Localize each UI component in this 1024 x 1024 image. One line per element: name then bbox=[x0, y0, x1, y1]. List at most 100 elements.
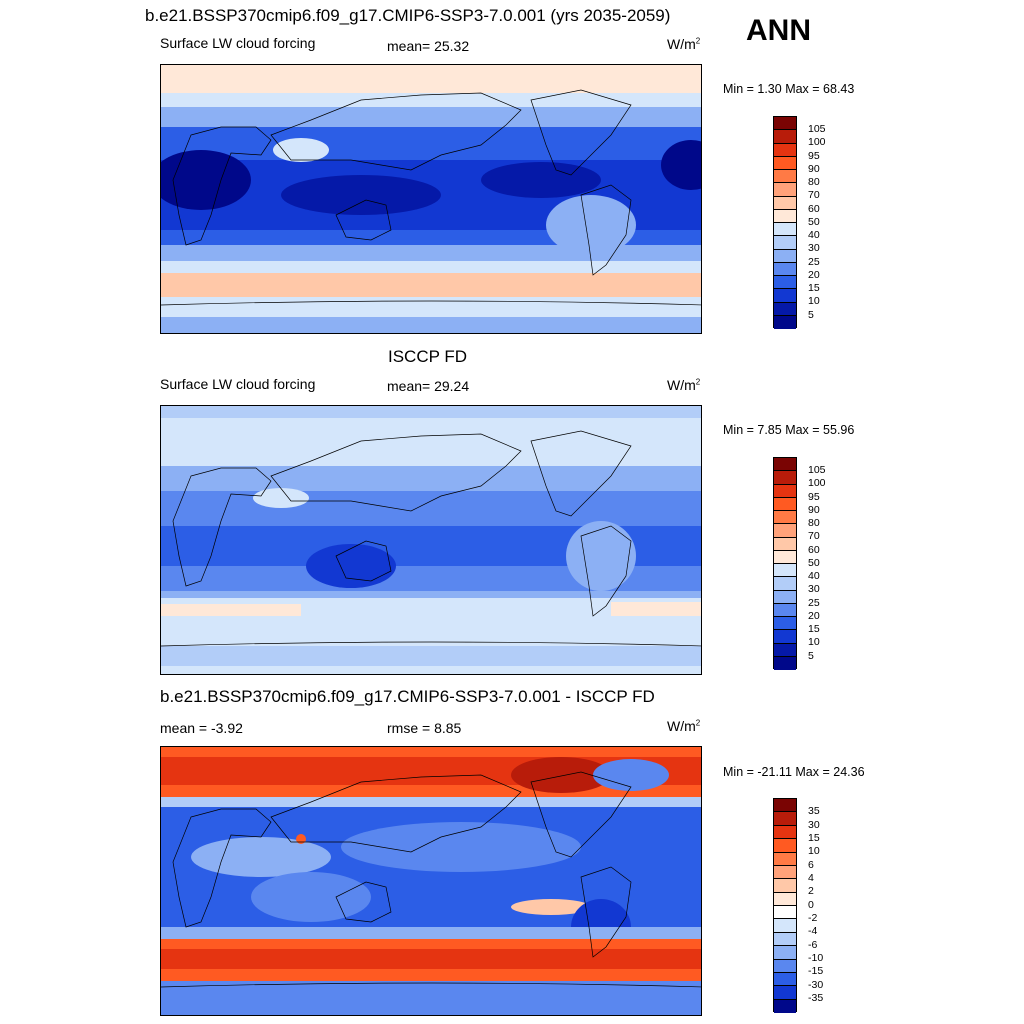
cbar-swatch bbox=[774, 315, 796, 329]
cbar-swatch bbox=[774, 906, 796, 920]
panel3-map-svg bbox=[161, 747, 701, 1015]
panel2-map bbox=[160, 405, 702, 675]
panel1-cbar-label: 40 bbox=[808, 229, 820, 241]
cbar-swatch bbox=[774, 799, 796, 813]
cbar-swatch bbox=[774, 617, 796, 631]
panel1-cbar-label: 15 bbox=[808, 282, 820, 294]
panel3-cbar-label: 6 bbox=[808, 859, 814, 871]
cbar-swatch bbox=[774, 511, 796, 525]
cbar-swatch bbox=[774, 497, 796, 511]
cbar-swatch bbox=[774, 537, 796, 551]
cbar-swatch bbox=[774, 471, 796, 485]
panel2-variable-label: Surface LW cloud forcing bbox=[160, 376, 316, 392]
cbar-swatch bbox=[774, 196, 796, 210]
cbar-swatch bbox=[774, 946, 796, 960]
panel2-minmax: Min = 7.85 Max = 55.96 bbox=[723, 423, 855, 437]
panel2-cbar-label: 10 bbox=[808, 636, 820, 648]
panel3-colorbar bbox=[773, 798, 797, 1013]
cbar-swatch bbox=[774, 524, 796, 538]
panel1-cbar-label: 25 bbox=[808, 256, 820, 268]
panel1-cbar-label: 105 bbox=[808, 123, 826, 135]
panel3-minmax: Min = -21.11 Max = 24.36 bbox=[723, 765, 865, 779]
panel2-title: ISCCP FD bbox=[388, 347, 468, 366]
panel3-cbar-label: -4 bbox=[808, 925, 818, 937]
cbar-swatch bbox=[774, 156, 796, 170]
panel1-cbar-label: 60 bbox=[808, 203, 820, 215]
panel2-units: W/m2 bbox=[667, 377, 701, 393]
panel1-colorbar bbox=[773, 116, 797, 329]
cbar-swatch bbox=[774, 919, 796, 933]
cbar-swatch bbox=[774, 865, 796, 880]
cbar-swatch bbox=[774, 262, 796, 276]
panel2-cbar-label: 50 bbox=[808, 557, 820, 569]
panel1-cbar-label: 100 bbox=[808, 136, 826, 148]
cbar-swatch bbox=[774, 550, 796, 564]
cbar-swatch bbox=[774, 302, 796, 316]
panel3-cbar-label: -15 bbox=[808, 965, 824, 977]
cbar-swatch bbox=[774, 812, 796, 826]
cbar-swatch bbox=[774, 276, 796, 290]
panel1-mean: mean= 25.32 bbox=[387, 38, 470, 54]
panel1-cbar-label: 50 bbox=[808, 216, 820, 228]
panel3-cbar-label: 10 bbox=[808, 845, 820, 857]
panel2-cbar-label: 95 bbox=[808, 491, 820, 503]
cbar-swatch bbox=[774, 656, 796, 670]
cbar-swatch bbox=[774, 959, 796, 973]
panel2-cbar-label: 90 bbox=[808, 504, 820, 516]
panel1-cbar-label: 80 bbox=[808, 176, 820, 188]
cbar-swatch bbox=[774, 999, 796, 1013]
panel2-cbar-label: 60 bbox=[808, 544, 820, 556]
cbar-swatch bbox=[774, 209, 796, 223]
panel1-units: W/m2 bbox=[667, 36, 701, 52]
cbar-swatch bbox=[774, 892, 796, 906]
panel3-title: b.e21.BSSP370cmip6.f09_g17.CMIP6-SSP3-7.… bbox=[160, 687, 655, 706]
cbar-swatch bbox=[774, 143, 796, 157]
cbar-swatch bbox=[774, 590, 796, 604]
panel1-minmax: Min = 1.30 Max = 68.43 bbox=[723, 82, 855, 96]
panel2-cbar-label: 5 bbox=[808, 650, 814, 662]
panel2-cbar-label: 20 bbox=[808, 610, 820, 622]
panel3-cbar-label: 35 bbox=[808, 805, 820, 817]
panel3-cbar-label: 30 bbox=[808, 819, 820, 831]
cbar-swatch bbox=[774, 879, 796, 893]
cbar-swatch bbox=[774, 972, 796, 987]
panel2-cbar-label: 25 bbox=[808, 597, 820, 609]
cbar-swatch bbox=[774, 603, 796, 617]
panel3-cbar-label: -6 bbox=[808, 939, 818, 951]
main-title: b.e21.BSSP370cmip6.f09_g17.CMIP6-SSP3-7.… bbox=[145, 6, 671, 25]
panel3-mean: mean = -3.92 bbox=[160, 720, 243, 736]
panel2-cbar-label: 70 bbox=[808, 530, 820, 542]
cbar-swatch bbox=[774, 852, 796, 866]
panel1-cbar-label: 5 bbox=[808, 309, 814, 321]
panel3-rmse: rmse = 8.85 bbox=[387, 720, 462, 736]
panel3-cbar-label: -30 bbox=[808, 979, 824, 991]
cbar-swatch bbox=[774, 223, 796, 237]
panel1-map-svg bbox=[161, 65, 701, 333]
cbar-swatch bbox=[774, 825, 796, 840]
panel1-cbar-label: 30 bbox=[808, 242, 820, 254]
cbar-swatch bbox=[774, 932, 796, 947]
panel1-cbar-label: 70 bbox=[808, 189, 820, 201]
panel1-variable-label: Surface LW cloud forcing bbox=[160, 35, 316, 51]
panel3-cbar-label: 0 bbox=[808, 899, 814, 911]
panel2-colorbar bbox=[773, 457, 797, 670]
panel1-cbar-label: 90 bbox=[808, 163, 820, 175]
cbar-swatch bbox=[774, 484, 796, 498]
panel2-cbar-label: 105 bbox=[808, 464, 826, 476]
cbar-swatch bbox=[774, 183, 796, 197]
cbar-swatch bbox=[774, 564, 796, 578]
cbar-swatch bbox=[774, 986, 796, 1000]
panel2-cbar-label: 80 bbox=[808, 517, 820, 529]
cbar-swatch bbox=[774, 130, 796, 144]
cbar-swatch bbox=[774, 170, 796, 184]
panel2-mean: mean= 29.24 bbox=[387, 378, 470, 394]
panel3-cbar-label: 15 bbox=[808, 832, 820, 844]
cbar-swatch bbox=[774, 458, 796, 472]
panel2-map-svg bbox=[161, 406, 701, 674]
panel3-cbar-label: 2 bbox=[808, 885, 814, 897]
cbar-swatch bbox=[774, 289, 796, 303]
panel3-cbar-label: 4 bbox=[808, 872, 814, 884]
cbar-swatch bbox=[774, 643, 796, 657]
cbar-swatch bbox=[774, 577, 796, 591]
panel1-cbar-label: 20 bbox=[808, 269, 820, 281]
